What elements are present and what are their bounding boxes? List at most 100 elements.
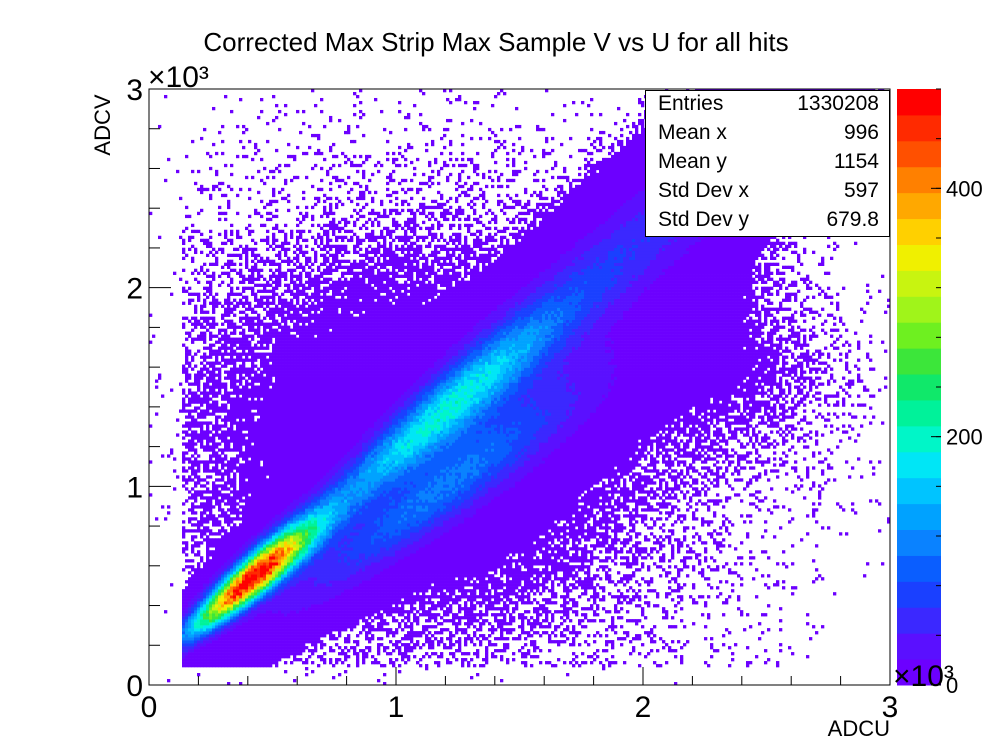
heatmap-cell xyxy=(209,445,213,449)
heatmap-cell xyxy=(278,514,282,518)
heatmap-cell xyxy=(278,649,282,653)
heatmap-cell xyxy=(260,502,264,506)
heatmap-cell xyxy=(269,310,273,314)
heatmap-cell xyxy=(263,238,267,243)
heatmap-cell xyxy=(281,601,285,605)
heatmap-cell xyxy=(197,637,201,641)
heatmap-cell xyxy=(266,340,270,344)
heatmap-cell xyxy=(248,232,252,237)
heatmap-cell xyxy=(263,406,267,410)
heatmap-cell xyxy=(176,475,180,479)
heatmap-cell xyxy=(281,574,285,578)
heatmap-cell xyxy=(233,436,237,440)
heatmap-cell xyxy=(269,445,273,449)
heatmap-cell xyxy=(197,298,201,302)
heatmap-cell xyxy=(305,448,309,452)
heatmap-cell xyxy=(239,451,243,455)
heatmap-cell xyxy=(224,634,228,638)
heatmap-cell xyxy=(218,544,222,548)
heatmap-cell xyxy=(200,361,204,365)
heatmap-cell xyxy=(242,316,246,320)
heatmap-cell xyxy=(200,622,204,626)
heatmap-cell xyxy=(284,112,288,117)
heatmap-cell xyxy=(254,346,258,350)
heatmap-cell xyxy=(182,301,186,305)
heatmap-cell xyxy=(242,397,246,401)
heatmap-cell xyxy=(305,325,309,329)
heatmap-cell xyxy=(281,634,285,638)
heatmap-cell xyxy=(230,262,234,266)
heatmap-cell xyxy=(203,391,207,395)
heatmap-cell xyxy=(290,343,294,347)
heatmap-cell xyxy=(290,457,294,461)
heatmap-cell xyxy=(224,643,228,647)
heatmap-cell xyxy=(269,268,273,272)
heatmap-cell xyxy=(254,376,258,380)
heatmap-cell xyxy=(209,583,213,587)
heatmap-cell xyxy=(245,451,249,455)
heatmap-cell xyxy=(194,319,198,323)
heatmap-cell xyxy=(251,379,255,383)
heatmap-cell xyxy=(197,553,201,557)
heatmap-cell xyxy=(203,187,207,192)
heatmap-cell xyxy=(299,502,303,506)
heatmap-cell xyxy=(278,334,282,338)
heatmap-cell xyxy=(266,637,270,641)
heatmap-cell xyxy=(299,457,303,461)
heatmap-cell xyxy=(272,358,276,362)
heatmap-cell xyxy=(221,181,225,186)
heatmap-cell xyxy=(287,325,291,329)
heatmap-cell xyxy=(290,619,294,623)
heatmap-cell xyxy=(275,538,279,542)
heatmap-cell xyxy=(227,373,231,377)
heatmap-cell xyxy=(221,622,225,626)
heatmap-cell xyxy=(191,619,195,623)
heatmap-cell xyxy=(218,574,222,578)
heatmap-cell xyxy=(230,490,234,494)
heatmap-cell xyxy=(290,337,294,341)
heatmap-cell xyxy=(212,553,216,557)
heatmap-cell xyxy=(185,625,189,629)
heatmap-cell xyxy=(227,586,231,590)
heatmap-cell xyxy=(185,661,189,665)
heatmap-cell xyxy=(224,319,228,323)
heatmap-cell xyxy=(293,496,297,500)
heatmap-cell xyxy=(296,295,300,299)
heatmap-cell xyxy=(302,496,306,500)
heatmap-cell xyxy=(272,460,276,464)
heatmap-cell xyxy=(260,469,264,473)
heatmap-cell xyxy=(251,307,255,311)
heatmap-cell xyxy=(242,616,246,620)
heatmap-cell xyxy=(245,496,249,500)
heatmap-cell xyxy=(296,352,300,356)
heatmap-cell xyxy=(227,325,231,329)
heatmap-cell xyxy=(212,460,216,464)
heatmap-cell xyxy=(302,475,306,479)
heatmap-cell xyxy=(194,325,198,329)
heatmap-cell xyxy=(281,421,285,425)
heatmap-cell xyxy=(206,598,210,602)
heatmap-cell xyxy=(296,475,300,479)
heatmap-cell xyxy=(299,307,303,311)
heatmap-cell xyxy=(293,427,297,431)
heatmap-cell xyxy=(239,445,243,449)
heatmap-cell xyxy=(302,415,306,419)
heatmap-cell xyxy=(185,586,189,590)
heatmap-cell xyxy=(293,640,297,644)
heatmap-cell xyxy=(287,304,291,308)
heatmap-cell xyxy=(275,544,279,548)
heatmap-cell xyxy=(284,454,288,458)
heatmap-cell xyxy=(302,610,306,614)
heatmap-cell xyxy=(299,619,303,623)
heatmap-cell xyxy=(215,451,219,455)
heatmap-cell xyxy=(242,562,246,566)
heatmap-cell xyxy=(287,544,291,548)
heatmap-cell xyxy=(260,340,264,344)
heatmap-cell xyxy=(227,583,231,587)
heatmap-cell xyxy=(284,628,288,632)
heatmap-cell xyxy=(293,268,297,272)
heatmap-cell xyxy=(194,544,198,548)
heatmap-cell xyxy=(284,433,288,437)
heatmap-cell xyxy=(290,445,294,449)
heatmap-cell xyxy=(281,271,285,275)
